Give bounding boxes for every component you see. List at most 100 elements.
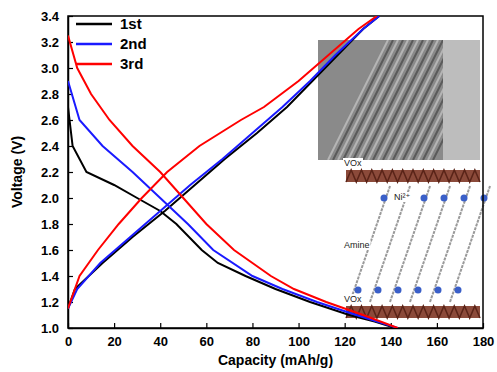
tick-label: 3.2 (41, 35, 59, 50)
tick-mark (68, 276, 73, 277)
ni-ion (381, 195, 388, 202)
axis-line (69, 328, 484, 330)
annotation: VOx (344, 158, 362, 168)
tick: 1.8 (41, 217, 73, 232)
ni-ion (481, 195, 488, 202)
y-axis-title: Voltage (V) (9, 136, 25, 208)
tick: 120 (334, 323, 356, 349)
ni-ion (355, 287, 362, 294)
tick-mark (68, 198, 73, 199)
vox-zigzag (346, 170, 480, 182)
series-line (68, 16, 395, 328)
amine-chain (410, 186, 450, 302)
tem-fringe (428, 40, 480, 160)
amine-chain (390, 186, 430, 302)
ni-ion (395, 287, 402, 294)
annotation: Amine (344, 240, 370, 250)
tick-mark (68, 250, 73, 251)
tick-label: 2.0 (41, 191, 59, 206)
inset: VOxNi²⁺AmineVOx (318, 40, 493, 318)
legend-label: 3rd (120, 55, 143, 72)
tick-mark (114, 323, 115, 328)
tick-mark (298, 323, 299, 328)
annotation-patch (343, 158, 363, 168)
plot: VOxNi²⁺AmineVOx0204060801001201401601801… (9, 9, 494, 368)
tick-label: 0 (65, 334, 72, 349)
annotation-patch (343, 294, 363, 304)
legend-swatch (76, 43, 112, 46)
series-line (68, 16, 398, 328)
tick-label: 2.2 (41, 165, 59, 180)
tick-label: 2.8 (41, 87, 59, 102)
ni-ion (375, 287, 382, 294)
tick: 80 (246, 323, 260, 349)
legend-label: 1st (120, 15, 142, 32)
series-line (68, 16, 398, 328)
tick-label: 3.4 (41, 9, 60, 24)
amine-chain (450, 186, 490, 302)
tick-label: 1.4 (41, 269, 60, 284)
annotation: Ni²⁺ (394, 192, 410, 202)
tick-mark (68, 16, 73, 17)
tick-label: 1.8 (41, 217, 59, 232)
tick-label: 120 (334, 334, 356, 349)
ni-ion (461, 195, 468, 202)
tick-mark (437, 323, 438, 328)
annotation-patch (343, 240, 371, 250)
tick-label: 3.0 (41, 61, 59, 76)
vox-band (346, 170, 480, 182)
tick: 3.0 (41, 61, 73, 76)
tick-mark (206, 323, 207, 328)
series-group (68, 16, 398, 328)
tick: 1.6 (41, 243, 73, 258)
tick-label: 100 (288, 334, 310, 349)
tick: 160 (427, 323, 449, 349)
tick-mark (345, 323, 346, 328)
amine-chain (430, 186, 470, 302)
ni-ion (435, 287, 442, 294)
tick-mark (483, 323, 484, 328)
tick-label: 2.6 (41, 113, 59, 128)
tick: 1.4 (41, 269, 73, 284)
tick: 1.0 (41, 321, 73, 336)
tick-mark (68, 224, 73, 225)
tick: 3.4 (41, 9, 73, 24)
ni-ion (455, 287, 462, 294)
tem-image (318, 40, 480, 160)
tick-label: 20 (107, 334, 121, 349)
tick: 40 (153, 323, 167, 349)
x-axis-title: Capacity (mAh/g) (218, 352, 333, 368)
amine-chain (370, 186, 410, 302)
legend-swatch (76, 63, 112, 66)
ni-ion (415, 287, 422, 294)
tick-label: 60 (200, 334, 214, 349)
legend-swatch (76, 23, 112, 26)
tick-mark (68, 328, 73, 329)
tick-mark (252, 323, 253, 328)
tem-fringe (433, 40, 480, 160)
tick-label: 1.2 (41, 295, 59, 310)
tem-fringe (423, 40, 480, 160)
tick: 2.0 (41, 191, 73, 206)
tick-mark (68, 172, 73, 173)
chart: VOxNi²⁺AmineVOx0204060801001201401601801… (0, 0, 497, 372)
tick-mark (160, 323, 161, 328)
tick-label: 2.4 (41, 139, 60, 154)
legend-label: 2nd (120, 35, 147, 52)
ni-ion (441, 195, 448, 202)
tick-label: 160 (427, 334, 449, 349)
tick-label: 1.6 (41, 243, 59, 258)
tick: 2.2 (41, 165, 73, 180)
tick-mark (68, 68, 73, 69)
legend: 1st 2nd 3rd (76, 15, 147, 72)
tick: 180 (473, 323, 495, 349)
tem-edge (443, 40, 480, 160)
tick: 2.4 (41, 139, 73, 154)
tick: 60 (200, 323, 214, 349)
tick-label: 1.0 (41, 321, 59, 336)
plot-frame (68, 16, 483, 328)
vox-layer (346, 170, 480, 182)
ni-ion (421, 195, 428, 202)
annotation-patch (393, 192, 411, 202)
tick-label: 40 (153, 334, 167, 349)
